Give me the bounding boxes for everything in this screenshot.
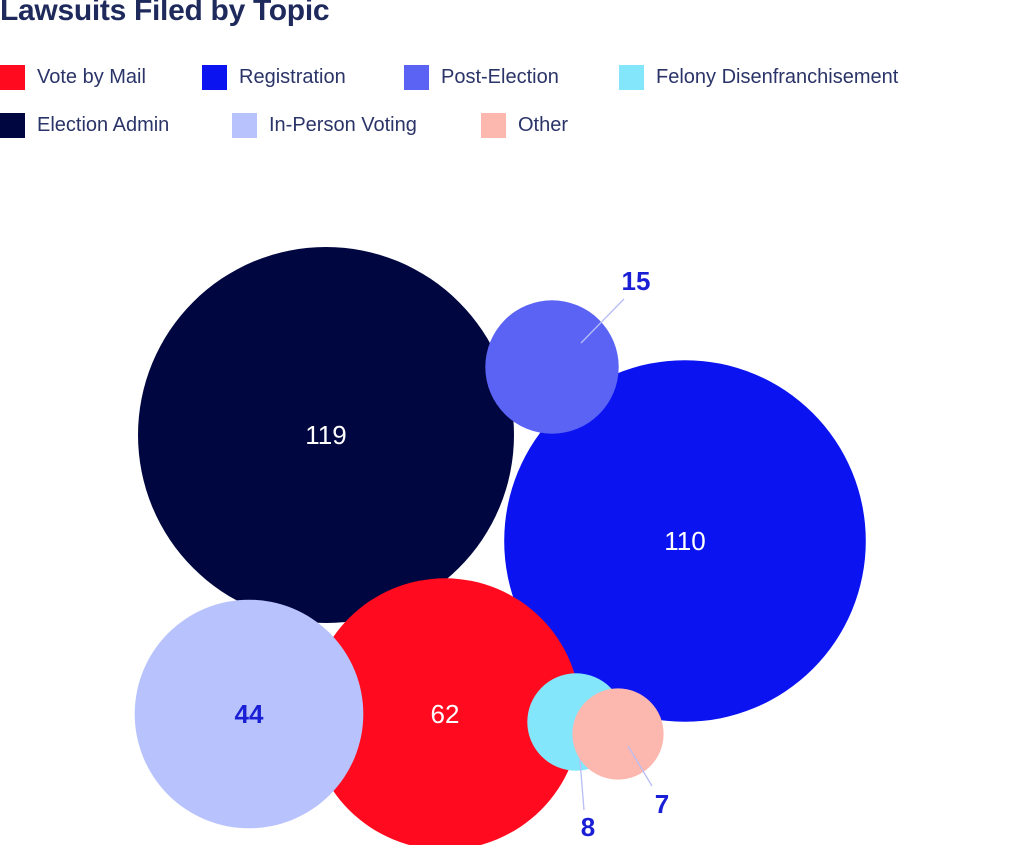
data-label-felony-disenfranchisement: 8 bbox=[581, 812, 595, 842]
legend-item-registration: Registration bbox=[202, 62, 346, 92]
chart-title: Lawsuits Filed by Topic bbox=[0, 0, 330, 27]
leader-line-post-election bbox=[580, 298, 625, 344]
bubble-registration bbox=[504, 360, 866, 722]
legend-swatch bbox=[202, 64, 227, 90]
legend-label: In-Person Voting bbox=[269, 113, 417, 136]
legend-label: Other bbox=[518, 113, 569, 136]
legend-swatch bbox=[404, 64, 429, 90]
legend-swatch bbox=[0, 112, 25, 138]
legend-item-vote-by-mail: Vote by Mail bbox=[0, 62, 146, 92]
legend-item-election-admin: Election Admin bbox=[0, 110, 169, 140]
legend-item-in-person-voting: In-Person Voting bbox=[232, 110, 417, 140]
legend-item-other: Other bbox=[481, 110, 568, 140]
bubble-election-admin bbox=[138, 247, 514, 623]
legend: Vote by Mail Registration Post-Election Fel… bbox=[0, 60, 1010, 150]
data-label-registration: 110 bbox=[664, 526, 705, 556]
legend-label: Post-Election bbox=[441, 65, 559, 88]
legend-label: Registration bbox=[239, 65, 346, 88]
data-label-post-election: 15 bbox=[622, 266, 651, 296]
legend-swatch bbox=[481, 112, 506, 138]
bubble-other bbox=[572, 688, 664, 780]
bubble-vote-by-mail bbox=[309, 578, 581, 845]
legend-swatch bbox=[619, 64, 644, 90]
legend-item-felony-disenfranchisement: Felony Disenfranchisement bbox=[619, 62, 898, 92]
data-label-election-admin: 119 bbox=[305, 420, 346, 450]
legend-item-post-election: Post-Election bbox=[404, 62, 559, 92]
bubble-in-person-voting bbox=[134, 599, 364, 829]
legend-swatch bbox=[232, 112, 257, 138]
legend-label: Election Admin bbox=[37, 113, 170, 136]
legend-label: Felony Disenfranchisement bbox=[656, 65, 899, 88]
legend-swatch bbox=[0, 64, 25, 90]
bubble-post-election bbox=[485, 300, 619, 434]
legend-label: Vote by Mail bbox=[37, 65, 146, 88]
data-label-in-person-voting: 44 bbox=[235, 699, 264, 729]
data-label-other: 7 bbox=[655, 789, 669, 819]
leader-line-other bbox=[627, 745, 653, 787]
data-label-vote-by-mail: 62 bbox=[431, 699, 460, 729]
